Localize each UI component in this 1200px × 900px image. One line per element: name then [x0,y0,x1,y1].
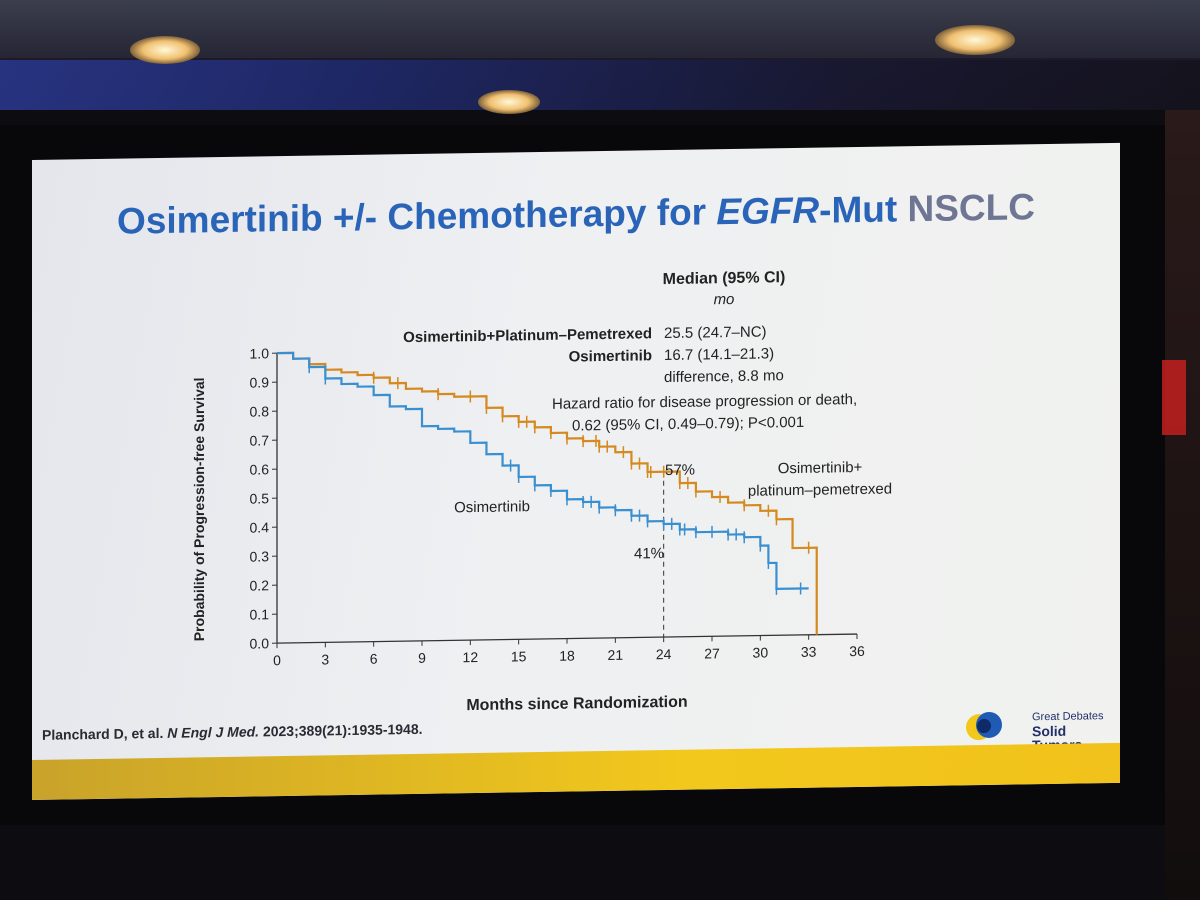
legend-difference: difference, 8.8 mo [664,367,784,386]
presentation-slide: Osimertinib +/- Chemotherapy for EGFR-Mu… [32,142,1120,800]
km-curve-series-1 [277,351,818,635]
x-tick-label: 9 [418,650,426,666]
legend-name-mono: Osimertinib [569,347,652,365]
ceiling-light [935,25,1015,55]
pct-combo-label: 57% [665,462,695,479]
y-tick-label: 0.1 [250,606,270,622]
km-curves [277,351,818,635]
citation: Planchard D, et al. N Engl J Med. 2023;3… [42,721,423,743]
x-tick-label: 21 [608,647,624,663]
legend-value-mono: 16.7 (14.1–21.3) [664,345,774,364]
pct-mono-label: 41% [634,545,664,562]
combo-curve-label-1: Osimertinib+ [778,459,863,477]
legend-value-combo: 25.5 (24.7–NC) [664,323,767,342]
y-tick-label: 0.0 [250,635,270,651]
x-tick-label: 30 [753,644,769,660]
chart-axes: 0 3 6 9 12 15 18 21 24 27 30 33 360.00.10.20.30.40.5… [250,345,865,668]
citation-authors: Planchard D, et al. [42,724,168,743]
x-tick-label: 27 [704,645,720,661]
y-tick-label: 0.7 [250,432,270,448]
y-tick-label: 0.8 [250,403,270,419]
hazard-ratio-line-1: Hazard ratio for disease progression or … [552,391,857,413]
y-tick-label: 0.6 [250,461,270,477]
y-tick-label: 0.3 [250,548,270,564]
room-wall [1165,110,1200,900]
x-tick-label: 18 [559,647,575,663]
x-tick-label: 6 [370,651,378,667]
mono-curve-label: Osimertinib [454,498,530,516]
ceiling-light [478,90,540,114]
ceiling-blue-lighting [0,60,1200,110]
logo-icon [966,711,1002,741]
x-tick-label: 33 [801,644,817,660]
combo-curve-label-2: platinum–pemetrexed [748,480,892,499]
y-tick-label: 0.2 [250,577,270,593]
ceiling-light [130,36,200,64]
y-axis-label: Probability of Progression-free Survival [191,377,207,641]
logo-line-1: Great Debates [1032,710,1104,724]
x-tick-label: 0 [273,652,281,668]
citation-ref: 2023;389(21):1935-1948. [259,720,423,740]
pfs-chart: Median (95% CI) mo Osimertinib+Platinum–… [191,269,892,714]
legend-header: Median (95% CI) [663,269,786,288]
x-tick-label: 3 [321,651,329,667]
hazard-ratio-line-2: 0.62 (95% CI, 0.49–0.79); P<0.001 [572,414,804,435]
x-tick-label: 12 [463,649,479,665]
y-tick-label: 0.9 [250,374,270,390]
y-tick-label: 0.4 [250,519,270,535]
y-tick-label: 1.0 [250,345,270,361]
legend-unit: mo [714,291,735,308]
y-tick-label: 0.5 [250,490,270,506]
x-tick-label: 24 [656,646,672,662]
citation-journal: N Engl J Med. [167,723,260,741]
x-tick-label: 15 [511,648,527,664]
x-axis-label: Months since Randomization [466,694,687,714]
x-tick-label: 36 [849,643,865,659]
legend-name-combo: Osimertinib+Platinum–Pemetrexed [403,325,652,346]
exit-sign-glow [1162,360,1186,435]
